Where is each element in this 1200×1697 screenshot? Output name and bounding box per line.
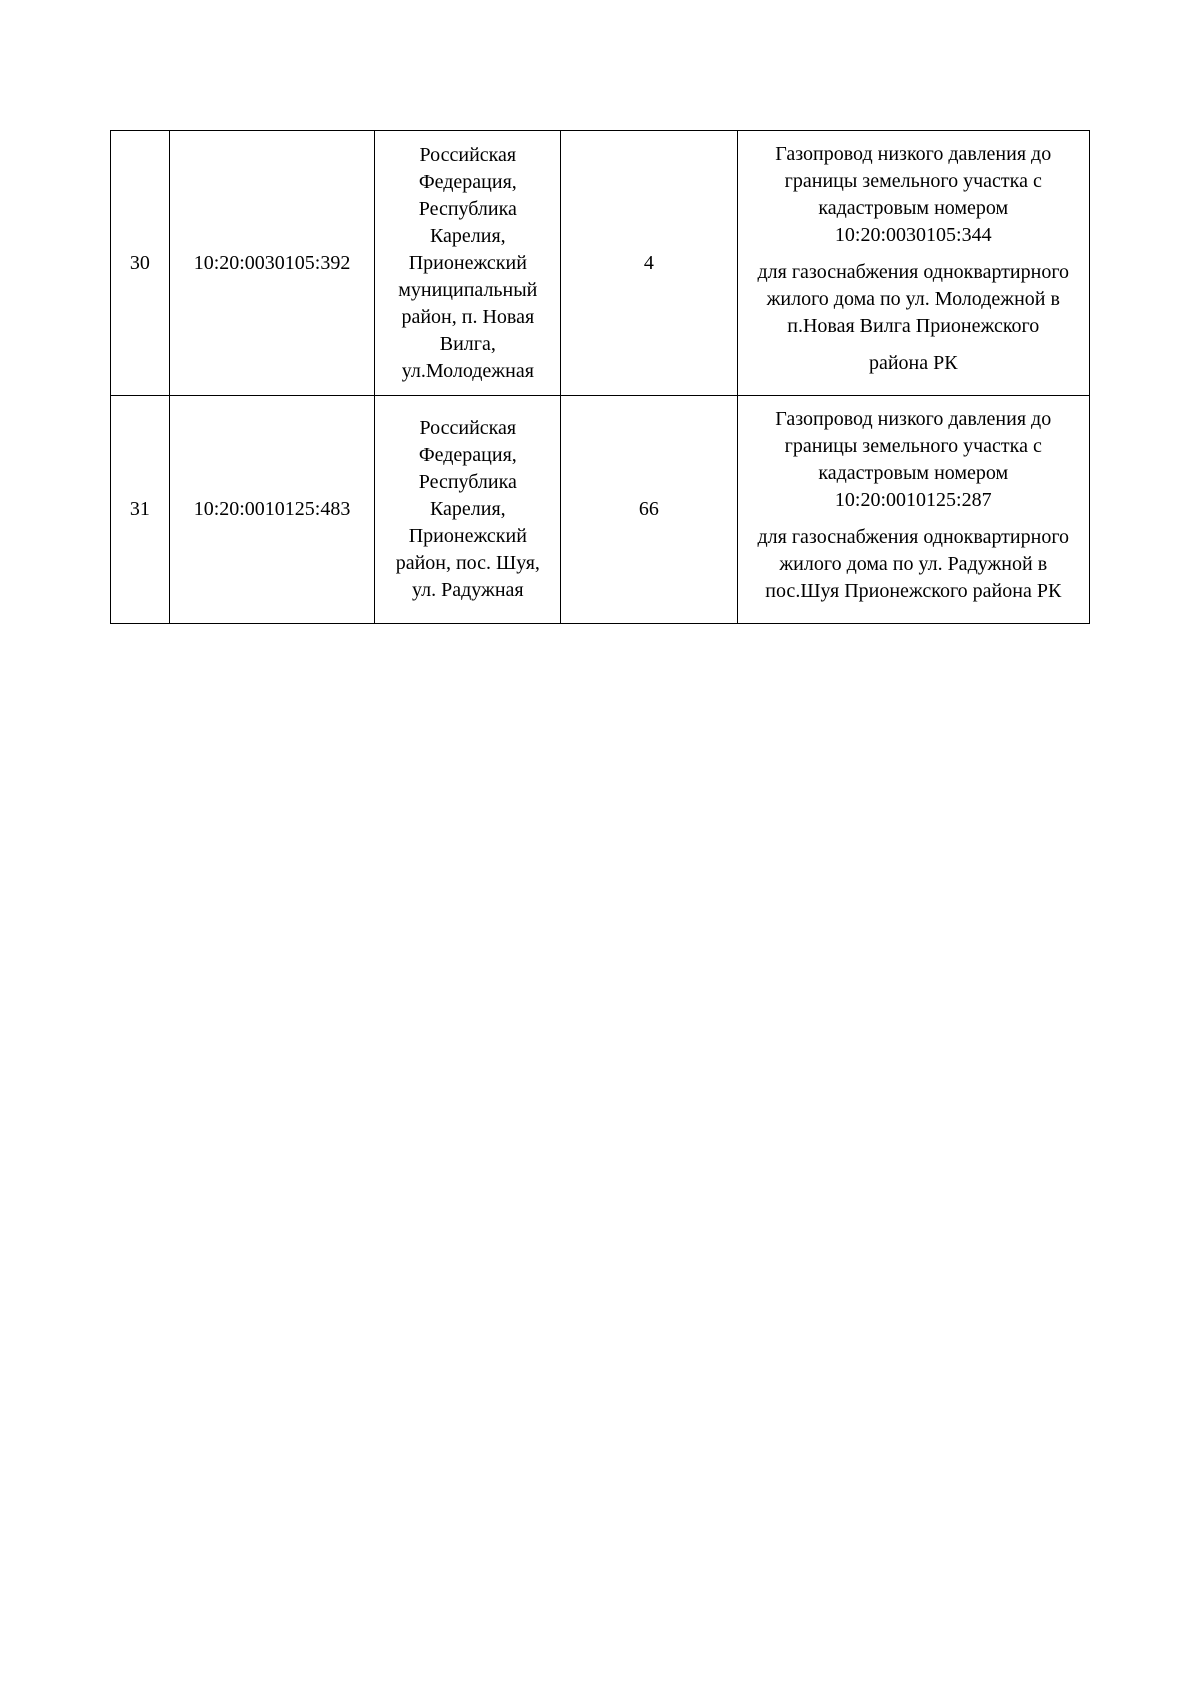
- cell-address: Российская Федерация, Республика Карелия…: [375, 396, 561, 624]
- cell-num: 30: [111, 131, 170, 396]
- desc-top: Газопровод низкого давления до границы з…: [775, 143, 1051, 246]
- data-table: 30 10:20:0030105:392 Российская Федераци…: [110, 130, 1090, 624]
- desc-bot: района РК: [869, 352, 958, 374]
- desc-top: Газопровод низкого давления до границы з…: [775, 408, 1051, 511]
- desc-mid: для газоснабжения одноквартирного жилого…: [757, 261, 1069, 337]
- table-row: 30 10:20:0030105:392 Российская Федераци…: [111, 131, 1090, 396]
- cell-num: 31: [111, 396, 170, 624]
- table-row: 31 10:20:0010125:483 Российская Федераци…: [111, 396, 1090, 624]
- cell-description: Газопровод низкого давления до границы з…: [737, 396, 1089, 624]
- cell-value: 4: [561, 131, 737, 396]
- cell-address: Российская Федерация, Республика Карелия…: [375, 131, 561, 396]
- cell-cadastral: 10:20:0010125:483: [169, 396, 375, 624]
- desc-mid: для газоснабжения одноквартирного жилого…: [757, 526, 1069, 602]
- cell-value: 66: [561, 396, 737, 624]
- cell-cadastral: 10:20:0030105:392: [169, 131, 375, 396]
- cell-description: Газопровод низкого давления до границы з…: [737, 131, 1089, 396]
